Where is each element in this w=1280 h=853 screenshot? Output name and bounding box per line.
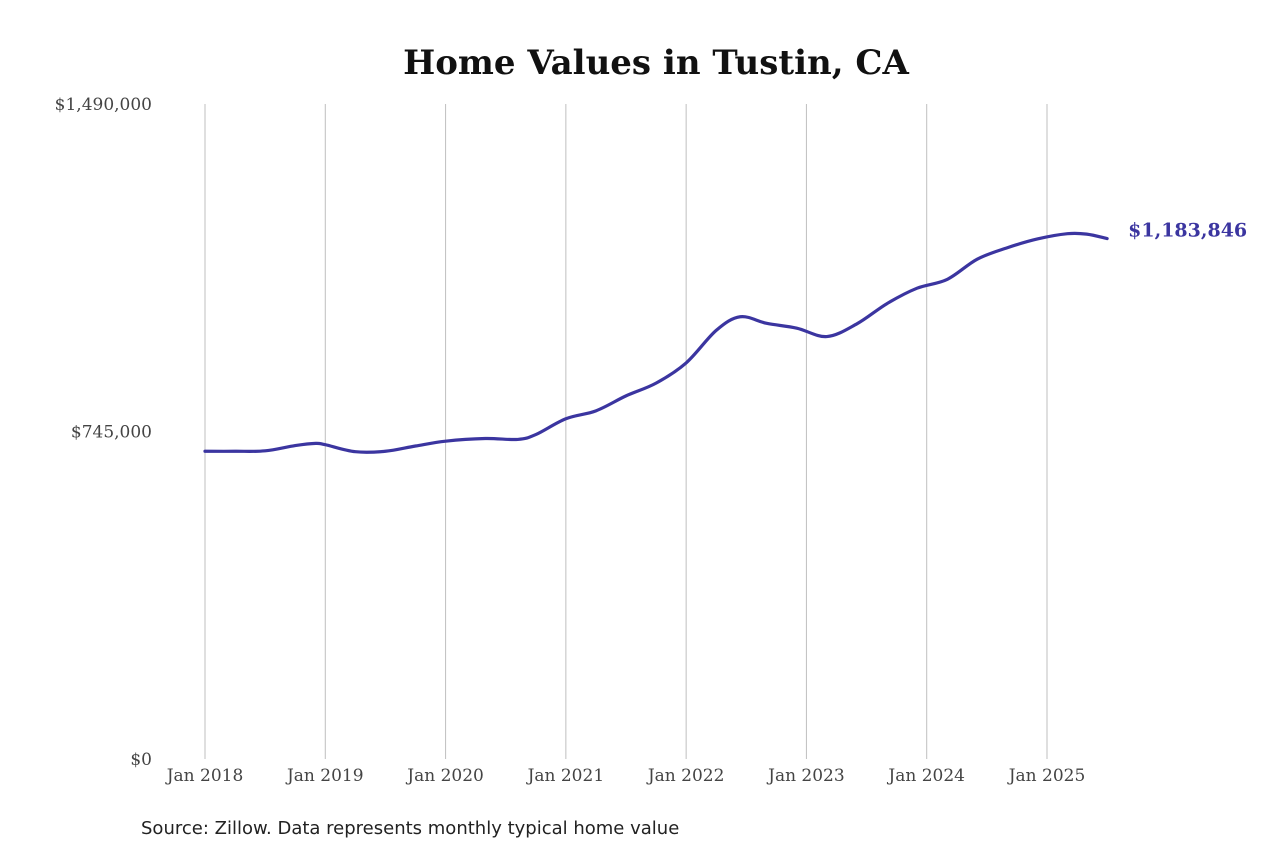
x-axis-ticks: Jan 2018 Jan 2019 Jan 2020 Jan 2021 Jan 2022… — [165, 766, 1086, 786]
grid-layer — [204, 104, 1048, 759]
y-tick-label: $0 — [130, 750, 152, 770]
chart-title: Home Values in Tustin, CA — [403, 43, 909, 83]
source-note: Source: Zillow. Data represents monthly … — [141, 818, 679, 839]
x-tick-label: Jan 2018 — [165, 766, 244, 786]
x-tick-label: Jan 2025 — [1007, 766, 1086, 786]
series-line-0 — [203, 231, 1109, 454]
y-tick-label: $1,490,000 — [55, 95, 152, 115]
x-tick-label: Jan 2019 — [285, 766, 364, 786]
y-tick-label: $745,000 — [71, 423, 152, 443]
x-tick-label: Jan 2024 — [886, 766, 965, 786]
x-tick-label: Jan 2020 — [405, 766, 484, 786]
x-tick-label: Jan 2023 — [766, 766, 845, 786]
x-tick-label: Jan 2021 — [526, 766, 605, 786]
y-axis-ticks: $0 $745,000 $1,490,000 — [55, 95, 152, 770]
series-end-label: $1,183,846 — [1128, 220, 1247, 242]
x-tick-label: Jan 2022 — [646, 766, 725, 786]
series-layer: $1,183,846 — [203, 220, 1247, 454]
